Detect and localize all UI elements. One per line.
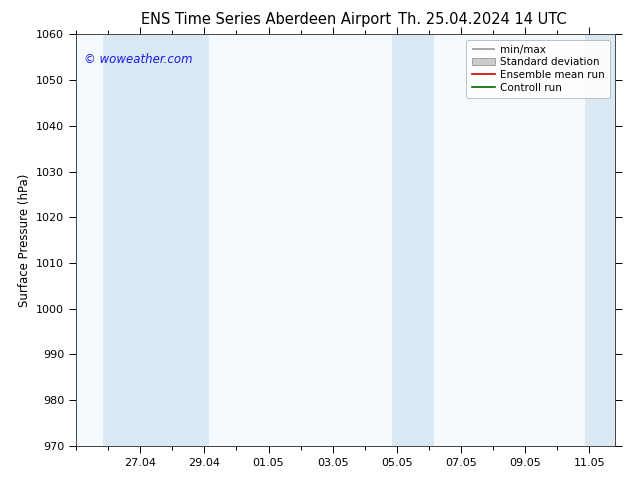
Text: © woweather.com: © woweather.com: [84, 53, 193, 66]
Bar: [103, 34, 209, 446]
Text: ENS Time Series Aberdeen Airport: ENS Time Series Aberdeen Airport: [141, 12, 391, 27]
Legend: min/max, Standard deviation, Ensemble mean run, Controll run: min/max, Standard deviation, Ensemble me…: [467, 40, 610, 98]
Y-axis label: Surface Pressure (hPa): Surface Pressure (hPa): [18, 173, 30, 307]
Bar: [392, 34, 434, 446]
Text: Th. 25.04.2024 14 UTC: Th. 25.04.2024 14 UTC: [398, 12, 566, 27]
Bar: [585, 34, 615, 446]
